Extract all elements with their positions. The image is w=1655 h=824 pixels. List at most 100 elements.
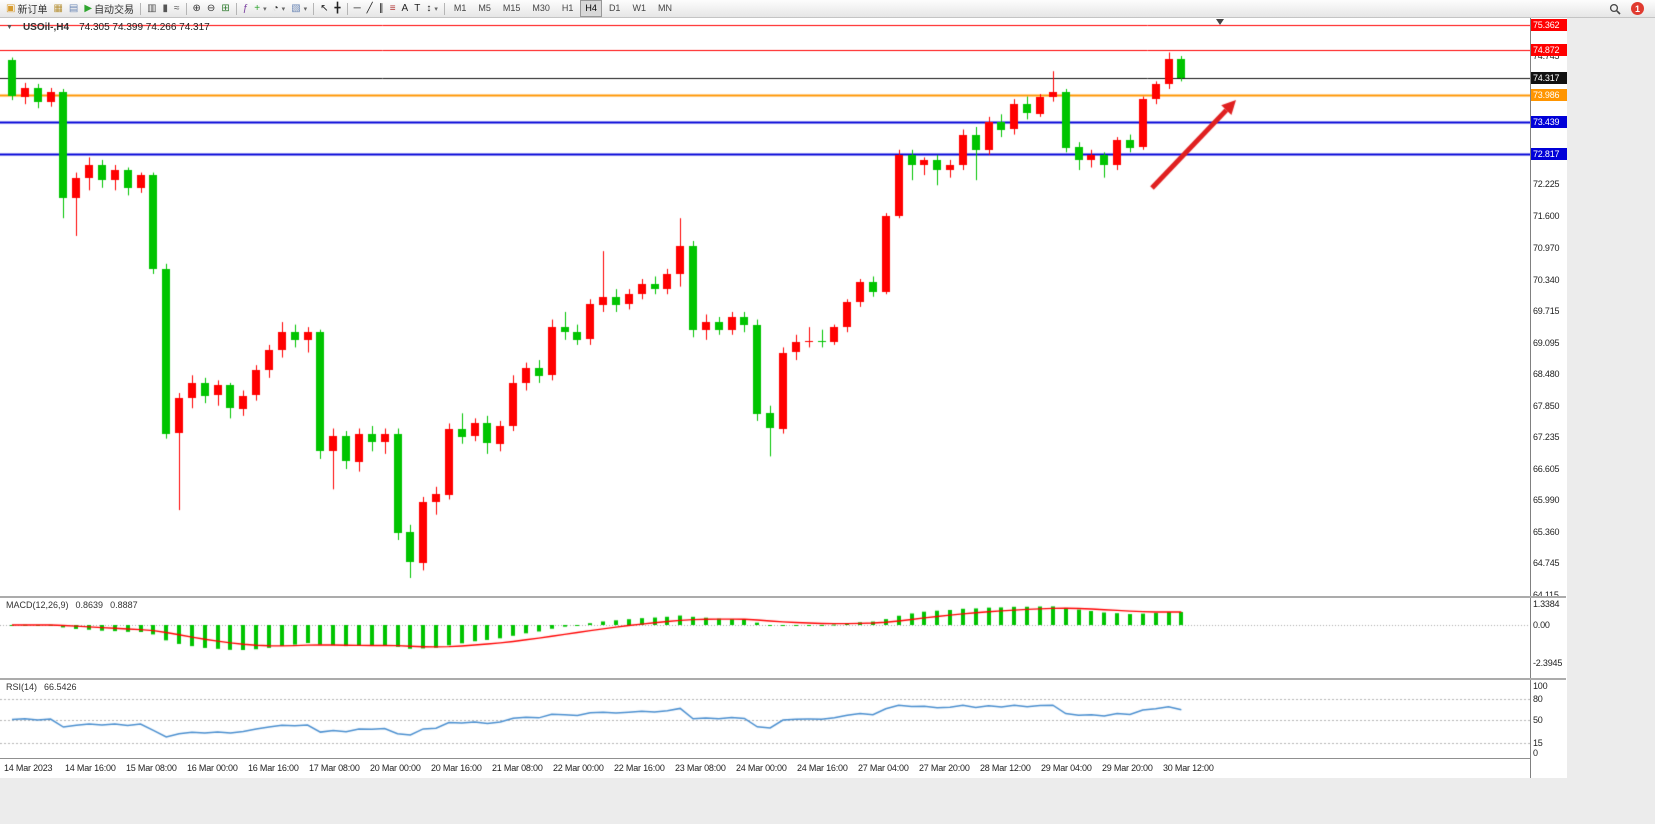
current-price-badge: 74.317 <box>1531 72 1567 84</box>
macd-tick-label: -2.3945 <box>1533 658 1563 669</box>
label-button[interactable]: T <box>411 1 423 17</box>
bottom-gutter <box>0 778 1567 824</box>
tile-windows-button[interactable]: ⊞ <box>218 1 232 17</box>
cursor-icon: ↖ <box>320 2 329 14</box>
periods-button[interactable]: ◔ ▾ <box>270 1 289 17</box>
time-axis[interactable]: 14 Mar 2023 14 Mar 16:00 15 Mar 08:00 16 Ma… <box>0 758 1530 779</box>
rsi-canvas[interactable] <box>0 680 1530 758</box>
price-tick-label: 66.605 <box>1533 463 1560 474</box>
timeframe-m15-button[interactable]: M15 <box>502 3 521 13</box>
zoom-in-button[interactable]: ⊕ <box>190 1 204 17</box>
fibonacci-icon: ≡ <box>389 2 396 14</box>
horizontal-line-button[interactable]: ─ <box>351 1 364 17</box>
channel-icon: ∥ <box>378 2 384 14</box>
crosshair-icon: ╋ <box>334 2 341 14</box>
rsi-value: 66.5426 <box>44 682 77 692</box>
indicators-icon: ƒ <box>242 2 249 14</box>
notification-badge[interactable]: 1 <box>1631 2 1644 15</box>
trendline-icon: ╱ <box>366 2 373 14</box>
price-scale[interactable]: 74.745 72.225 71.600 70.970 70.340 69.715 69.0… <box>1530 18 1567 778</box>
add-indicator-button[interactable]: + ▾ <box>251 1 269 17</box>
new-order-icon: ▣ <box>6 2 16 14</box>
time-axis-label: 20 Mar 00:00 <box>370 763 421 773</box>
zoom-in-icon: ⊕ <box>192 2 201 14</box>
time-axis-label: 27 Mar 20:00 <box>919 763 970 773</box>
price-chart-canvas[interactable] <box>0 18 1530 596</box>
zoom-out-button[interactable]: ⊖ <box>204 1 218 17</box>
price-tick-label: 68.480 <box>1533 368 1560 379</box>
channel-button[interactable]: ∥ <box>376 1 387 17</box>
candlestick-chart-button[interactable]: ▮ <box>160 1 172 17</box>
main-chart-panel: ▼ USOil-,H4 74.305 74.399 74.266 74.317 <box>0 18 1530 596</box>
line-chart-button[interactable]: ≈ <box>171 1 183 17</box>
time-axis-label: 22 Mar 16:00 <box>614 763 665 773</box>
caret-down-icon: ▾ <box>303 5 308 13</box>
indicators-button[interactable]: ƒ <box>240 1 252 17</box>
time-axis-label: 20 Mar 16:00 <box>431 763 482 773</box>
macd-panel: MACD(12,26,9) 0.8639 0.8887 <box>0 598 1530 678</box>
rsi-tick-label: 0 <box>1533 748 1538 758</box>
search-icon[interactable] <box>1609 3 1621 15</box>
line-chart-icon: ≈ <box>174 2 180 14</box>
new-order-button[interactable]: ▣ 新订单 <box>3 1 50 17</box>
new-order-button-label: 新订单 <box>17 5 48 16</box>
add-indicator-icon: + <box>254 2 261 14</box>
time-axis-label: 14 Mar 16:00 <box>65 763 116 773</box>
time-axis-label: 28 Mar 12:00 <box>980 763 1031 773</box>
arrows-button[interactable]: ↕ ▾ <box>423 1 441 17</box>
timeframe-h1-button[interactable]: H1 <box>561 3 574 13</box>
rsi-tick-label: 80 <box>1533 694 1543 705</box>
timeframe-mn-button[interactable]: MN <box>657 3 672 13</box>
toolbar-separator <box>140 2 142 15</box>
macd-panel-splitter[interactable] <box>0 596 1566 598</box>
time-axis-label: 17 Mar 08:00 <box>309 763 360 773</box>
fibonacci-button[interactable]: ≡ <box>387 1 399 17</box>
text-button[interactable]: A <box>399 1 412 17</box>
crosshair-button[interactable]: ╋ <box>332 1 344 17</box>
timeframe-m5-button[interactable]: M5 <box>478 3 491 13</box>
macd-signal-value: 0.8887 <box>110 600 138 610</box>
toolbar-separator <box>185 2 187 15</box>
timeframe-w1-button[interactable]: W1 <box>632 3 646 13</box>
macd-canvas[interactable] <box>0 598 1530 678</box>
templates-icon: ▧ <box>291 2 301 14</box>
timeframe-h4-button[interactable]: H4 <box>580 0 602 17</box>
cursor-button[interactable]: ↖ <box>317 1 331 17</box>
price-tick-label: 65.360 <box>1533 526 1560 537</box>
price-tick-label: 71.600 <box>1533 210 1560 221</box>
price-tick-label: 69.095 <box>1533 337 1560 348</box>
timeframe-m30-button[interactable]: M30 <box>532 3 550 13</box>
price-tick-label: 69.715 <box>1533 306 1560 317</box>
time-axis-label: 30 Mar 12:00 <box>1163 763 1214 773</box>
arrows-icon: ↕ <box>426 2 432 14</box>
timeframe-d1-button[interactable]: D1 <box>608 3 621 13</box>
rsi-title: RSI(14) 66.5426 <box>6 682 77 692</box>
candlestick-chart-icon: ▮ <box>162 2 169 14</box>
macd-title: MACD(12,26,9) 0.8639 0.8887 <box>6 600 138 610</box>
toolbar-separator <box>313 2 315 15</box>
rsi-tick-label: 50 <box>1533 714 1543 725</box>
price-tick-label: 74.745 <box>1533 51 1560 62</box>
bar-chart-icon: ▥ <box>147 2 157 14</box>
support-badge: 73.439 <box>1531 116 1567 128</box>
resistance-upper-badge: 75.362 <box>1531 19 1567 31</box>
chevron-down-icon[interactable]: ▼ <box>6 24 13 31</box>
charts-button[interactable]: ▦ <box>50 1 65 17</box>
bar-chart-button[interactable]: ▥ <box>144 1 159 17</box>
price-tick-label: 70.970 <box>1533 242 1560 253</box>
timeframe-m1-button[interactable]: M1 <box>453 3 467 13</box>
pivot-badge: 73.986 <box>1531 89 1567 101</box>
autotrading-button[interactable]: ▶ 自动交易 <box>81 1 137 17</box>
price-tick-label: 70.340 <box>1533 274 1560 285</box>
trendline-button[interactable]: ╱ <box>364 1 376 17</box>
price-tick-label: 64.745 <box>1533 558 1560 569</box>
time-axis-label: 24 Mar 00:00 <box>736 763 787 773</box>
profiles-button[interactable]: ▤ <box>66 1 81 17</box>
templates-button[interactable]: ▧ ▾ <box>288 1 310 17</box>
chart-shift-marker-icon[interactable] <box>1216 19 1224 25</box>
rsi-panel-splitter[interactable] <box>0 678 1566 680</box>
caret-down-icon: ▾ <box>434 5 438 13</box>
price-tick-label: 67.850 <box>1533 400 1560 411</box>
time-axis-label: 24 Mar 16:00 <box>797 763 848 773</box>
